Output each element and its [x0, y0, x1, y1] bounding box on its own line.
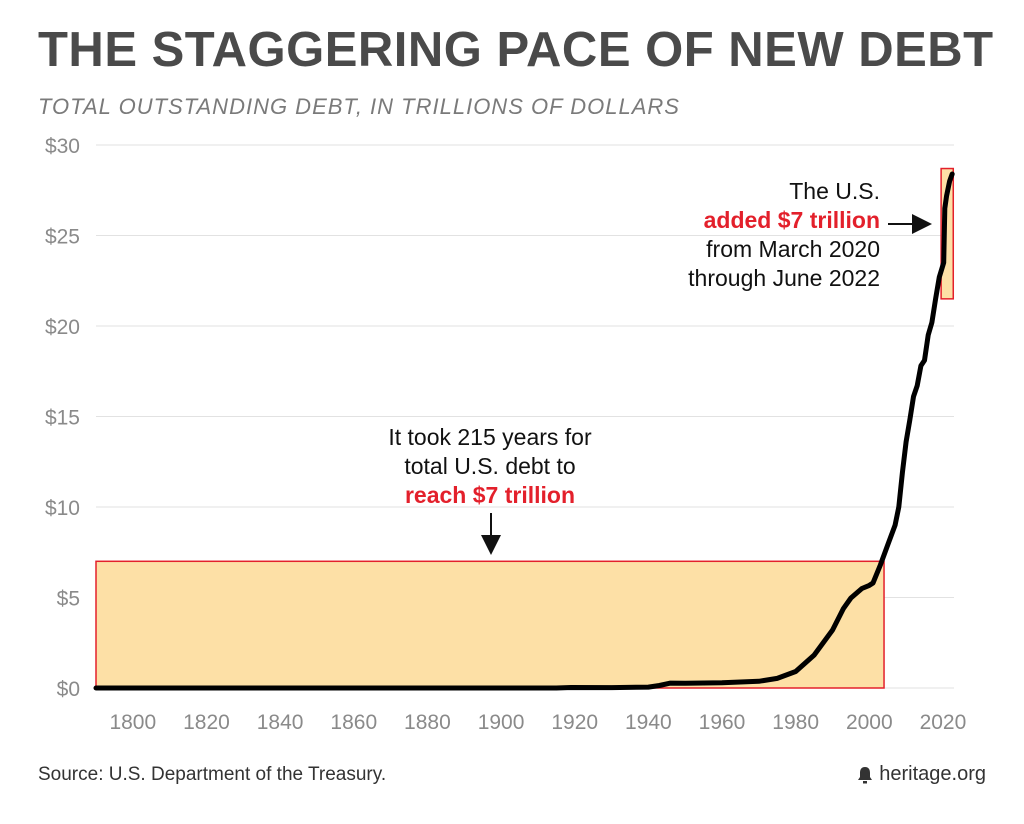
- annotation-215-years: It took 215 years for total U.S. debt to…: [300, 423, 680, 510]
- annotation-added-7-trillion: The U.S. added $7 trillion from March 20…: [560, 177, 880, 293]
- y-tick-label: $25: [45, 226, 80, 249]
- highlight-region: [95, 560, 885, 689]
- debt-line: [93, 171, 955, 691]
- x-tick-label: 2020: [920, 711, 967, 734]
- x-tick-label: 1960: [699, 711, 746, 734]
- chart-subtitle: TOTAL OUTSTANDING DEBT, IN TRILLIONS OF …: [38, 94, 680, 119]
- annotation-arrows: [481, 214, 932, 555]
- x-tick-label: 1900: [478, 711, 525, 734]
- axis-ticks: $0 $5 $10 $15 $20 $25 $30 1800 1820 1840 1860 1880 1…: [45, 135, 966, 734]
- y-tick-label: $30: [45, 135, 80, 158]
- brand-text: heritage.org: [879, 763, 986, 785]
- annotation-right-line1: The U.S.: [789, 178, 880, 204]
- brand-credit[interactable]: heritage.org: [857, 763, 986, 786]
- debt-series: [93, 171, 955, 691]
- annotation-left-highlight: reach $7 trillion: [404, 482, 575, 508]
- x-tick-label: 1800: [109, 711, 156, 734]
- x-tick-label: 1820: [183, 711, 230, 734]
- x-tick-label: 1860: [330, 711, 377, 734]
- highlight-regions: [95, 167, 955, 689]
- annotation-right-line4: through June 2022: [688, 265, 880, 291]
- annotation-right-line3: from March 2020: [706, 236, 880, 262]
- x-tick-label: 1980: [772, 711, 819, 734]
- y-tick-label: $15: [45, 407, 80, 430]
- bell-icon: [858, 766, 873, 783]
- x-tick-label: 2000: [846, 711, 893, 734]
- x-tick-label: 1920: [551, 711, 598, 734]
- annotation-left-line2: total U.S. debt to: [404, 453, 576, 479]
- y-tick-label: $0: [57, 678, 80, 701]
- y-tick-label: $20: [45, 316, 80, 339]
- x-tick-label: 1940: [625, 711, 672, 734]
- annotation-left-line1: It took 215 years for: [388, 424, 592, 450]
- x-tick-label: 1840: [257, 711, 304, 734]
- source-note: Source: U.S. Department of the Treasury.: [38, 764, 387, 785]
- x-tick-label: 1880: [404, 711, 451, 734]
- annotation-right-highlight: added $7 trillion: [703, 207, 880, 233]
- y-tick-label: $5: [57, 588, 80, 611]
- page-title: THE STAGGERING PACE OF NEW DEBT: [38, 23, 994, 77]
- y-tick-label: $10: [45, 497, 80, 520]
